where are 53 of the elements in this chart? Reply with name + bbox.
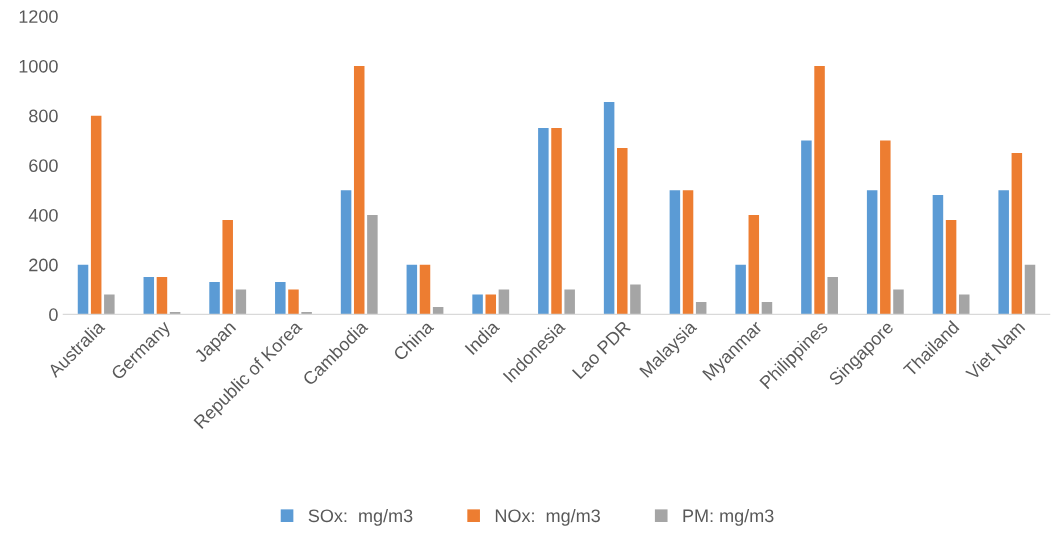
- bar: [222, 219, 233, 315]
- bar: [932, 195, 944, 315]
- bar: [1024, 264, 1036, 315]
- bar: [419, 264, 431, 315]
- bar: [353, 65, 365, 315]
- bar: [90, 115, 102, 315]
- bar: [866, 190, 878, 315]
- y-tick-label: 400: [28, 208, 58, 222]
- bar: [945, 219, 957, 315]
- bar: [801, 140, 812, 315]
- bar: [209, 282, 220, 315]
- bar: [603, 101, 615, 315]
- y-tick-label: 1200: [19, 10, 58, 23]
- bar: [367, 214, 378, 315]
- bar: [156, 277, 168, 315]
- bar: [748, 214, 760, 315]
- bar: [735, 264, 746, 315]
- bar: [235, 289, 247, 315]
- bar: [880, 140, 891, 315]
- bar: [761, 301, 773, 315]
- bar: [827, 277, 838, 315]
- bar: [682, 190, 694, 315]
- bar: [406, 264, 418, 315]
- y-tick-label: 800: [29, 109, 58, 123]
- y-tick-label: 1000: [19, 59, 58, 73]
- y-tick-label: 200: [29, 258, 58, 272]
- bar: [814, 65, 825, 315]
- bar: [472, 294, 483, 315]
- bar: [564, 289, 575, 315]
- bar: [143, 277, 155, 315]
- bar: [630, 284, 641, 315]
- bar: [1011, 152, 1023, 315]
- y-tick-label: 600: [29, 159, 58, 173]
- bar: [498, 289, 510, 315]
- bar: [538, 128, 549, 315]
- bar: [695, 301, 707, 315]
- bar: [275, 282, 286, 315]
- bar: [104, 294, 115, 315]
- legend-label: NOx: mg/m3: [495, 508, 600, 526]
- bar: [617, 147, 628, 315]
- legend-label: PM: mg/m3: [683, 508, 774, 526]
- bar: [432, 306, 444, 315]
- bar: [958, 294, 970, 315]
- bar: [485, 294, 497, 315]
- bar: [340, 190, 352, 315]
- legend-label: SOx: mg/m3: [308, 508, 413, 526]
- bar: [998, 190, 1009, 315]
- bar: [551, 128, 562, 315]
- bar: [893, 289, 904, 315]
- y-tick-label: 0: [49, 308, 58, 322]
- bar: [288, 289, 299, 315]
- bar: [77, 264, 89, 315]
- bar: [669, 190, 681, 315]
